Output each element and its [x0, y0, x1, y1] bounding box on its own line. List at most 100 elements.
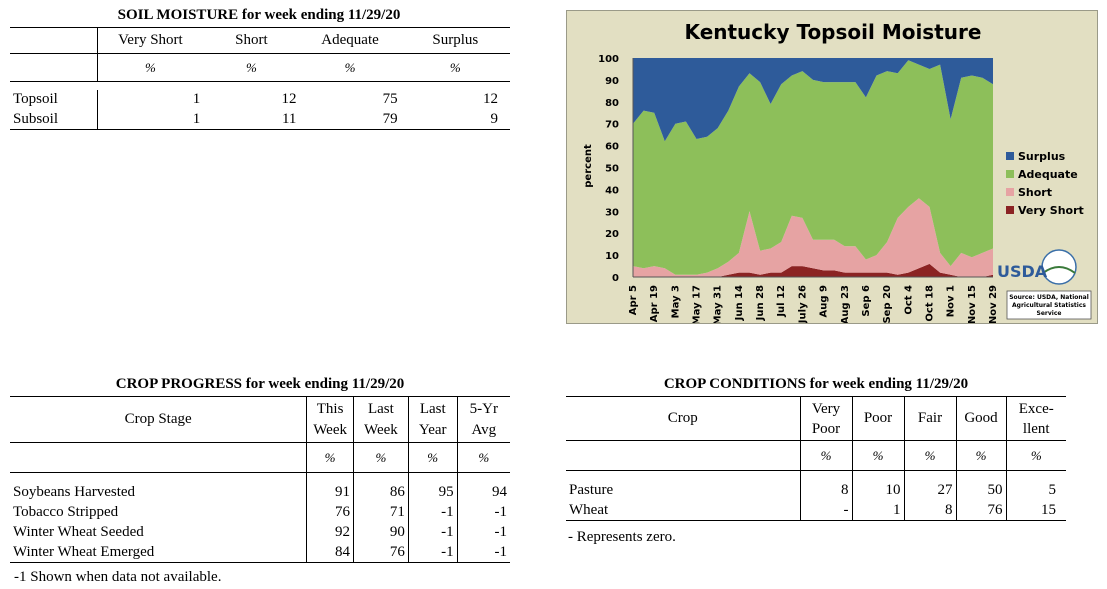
y-tick-label: 20	[605, 229, 619, 240]
usda-logo: USDA	[997, 249, 1077, 285]
y-tick-label: 100	[598, 54, 619, 65]
column-header: Crop Stage	[10, 396, 307, 443]
y-tick-label: 80	[605, 98, 619, 109]
area-surplus	[633, 58, 993, 142]
unit-label: %	[352, 442, 409, 473]
x-tick-label: Nov 15	[967, 285, 978, 323]
unit-label: %	[96, 53, 204, 82]
series-areas	[632, 58, 993, 278]
legend-swatch	[1006, 206, 1014, 214]
table-row: Soybeans Harvested 91 86 95 94	[10, 482, 510, 503]
soil-moisture-section: SOIL MOISTURE for week ending 11/29/20 V…	[10, 6, 518, 130]
cell-value: 11	[203, 109, 300, 130]
column-header: Adequate	[299, 27, 401, 54]
table-row: Winter Wheat Seeded 92 90 -1 -1	[10, 522, 510, 543]
source-note-wrap: Source: USDA, National Agricultural Stat…	[1009, 294, 1089, 317]
x-tick-label: May 17	[692, 285, 703, 323]
y-tick-label: 30	[605, 207, 619, 218]
legend-swatch	[1006, 188, 1014, 196]
header-line: This	[316, 400, 344, 417]
logo-text: USDA	[997, 262, 1048, 281]
cell-value: 10	[851, 480, 904, 501]
header-line: Poor	[863, 410, 893, 426]
column-header: Surplus	[400, 27, 510, 54]
header-line: Year	[418, 421, 447, 438]
unit-label: %	[407, 442, 458, 473]
x-tick-label: Oct 4	[903, 285, 914, 315]
x-tick-label: Apr 5	[628, 285, 639, 315]
unit-label: %	[955, 440, 1006, 471]
x-tick-label: Aug 9	[819, 285, 830, 317]
units-row: % % % % %	[566, 440, 1066, 471]
x-tick-label: July 26	[797, 285, 808, 323]
column-header: Exce-llent	[1006, 396, 1066, 441]
header-line: Fair	[917, 410, 943, 426]
x-tick-label: Oct 18	[924, 285, 935, 322]
cell-value: 9	[400, 109, 510, 130]
cell-value: 76	[352, 542, 409, 563]
legend-label: Very Short	[1018, 204, 1084, 217]
header-line: Exce-	[1018, 400, 1054, 417]
row-label: Wheat	[566, 500, 800, 521]
soil-moisture-title: SOIL MOISTURE for week ending 11/29/20	[117, 7, 401, 23]
table-header-row: Crop Stage This Week Last Week Last Year 5-…	[10, 396, 510, 443]
x-tick-label: Jun 14	[734, 285, 745, 321]
row-label: Topsoil	[13, 91, 58, 107]
crop-progress-section: CROP PROGRESS for week ending 11/29/20 C…	[10, 375, 510, 586]
y-tick-label: 50	[605, 164, 619, 175]
column-header: Last Week	[352, 396, 409, 443]
units-row: % % % %	[10, 442, 510, 473]
x-axis-ticks: Apr 5 Apr 19 May 3 May 17 May 31 Jun 14 Jun 28…	[628, 285, 999, 323]
cell-value: -	[799, 500, 852, 521]
x-tick-label: Jul 12	[776, 285, 787, 318]
table-row: Winter Wheat Emerged 84 76 -1 -1	[10, 542, 510, 563]
progress-footnote: -1 Shown when data not available.	[14, 569, 222, 585]
cell-value: 76	[955, 500, 1006, 521]
cell-value: 50	[955, 480, 1006, 501]
x-tick-label: Aug 23	[840, 285, 851, 323]
table-row: Subsoil 1 11 79 9	[10, 109, 510, 130]
row-label: Subsoil	[10, 109, 98, 130]
unit-label: %	[299, 53, 401, 82]
area-short	[633, 198, 993, 277]
header-line: Good	[964, 410, 998, 426]
y-tick-label: 40	[605, 185, 619, 196]
y-tick-label: 90	[605, 76, 619, 87]
cell-value: -1	[407, 502, 458, 523]
row-label: Winter Wheat Emerged	[10, 542, 307, 563]
header-line: Last	[419, 400, 446, 417]
cell-value: 76	[306, 502, 354, 523]
unit-label: %	[799, 440, 852, 471]
x-tick-label: May 3	[670, 285, 681, 318]
header-line: llent	[1022, 420, 1050, 437]
unit-label: %	[456, 442, 510, 473]
y-tick-label: 0	[612, 273, 619, 284]
soil-moisture-table: Very Short Short Adequate Surplus % % % …	[10, 27, 510, 130]
column-header: Crop	[566, 396, 800, 441]
x-tick-label: Sep 6	[861, 285, 872, 317]
column-header: Fair	[903, 396, 957, 441]
header-line: Avg	[471, 421, 497, 438]
header-line: Poor	[811, 420, 841, 437]
x-tick-label: Sep 20	[882, 285, 893, 323]
cell-value: 15	[1005, 500, 1066, 521]
cell-value: -1	[456, 502, 510, 523]
cell-value: 27	[903, 480, 956, 501]
cell-value: 5	[1005, 480, 1066, 501]
y-axis-label: percent	[583, 144, 594, 188]
cell-value: 1	[851, 500, 904, 521]
legend-swatch	[1006, 152, 1014, 160]
cell-value: 92	[306, 522, 354, 543]
area-adequate	[633, 60, 993, 275]
row-label: Soybeans Harvested	[13, 484, 136, 500]
table-header-row: Very Short Short Adequate Surplus	[10, 27, 510, 54]
column-header: Good	[955, 396, 1007, 441]
cell-value: 1	[96, 109, 204, 130]
column-header: 5-Yr Avg	[457, 396, 510, 443]
area-very-short	[633, 263, 993, 277]
logo-field-icon	[1042, 266, 1076, 274]
unit-label: %	[306, 442, 354, 473]
unit-label: %	[203, 53, 300, 82]
table-row: Wheat - 1 8 76 15	[566, 500, 1066, 521]
y-tick-label: 70	[605, 120, 619, 131]
